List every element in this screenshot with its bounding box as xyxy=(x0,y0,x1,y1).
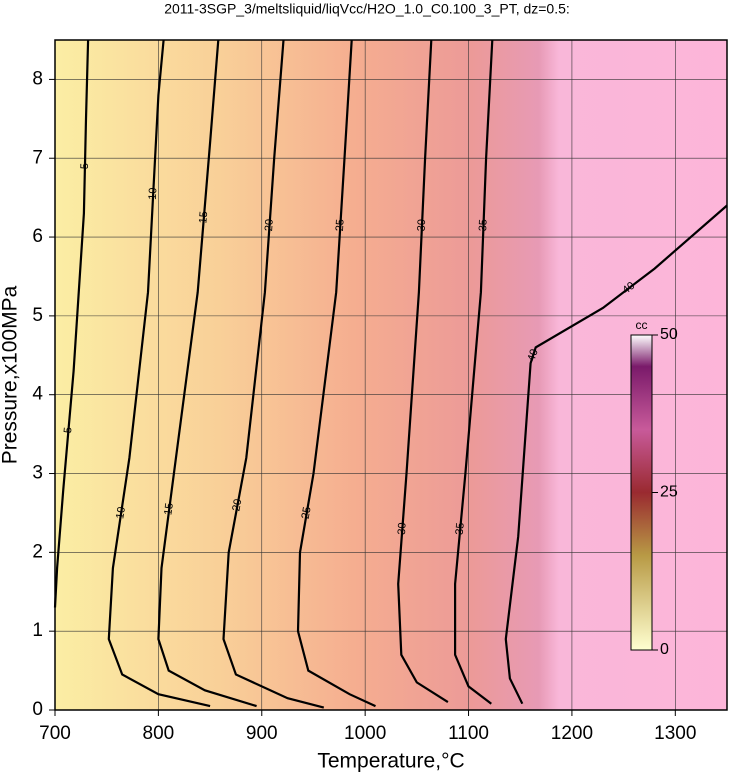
y-tick-label: 8 xyxy=(32,68,43,89)
x-tick-label: 1300 xyxy=(654,723,696,744)
y-tick-label: 1 xyxy=(32,620,43,641)
plot-frame xyxy=(54,39,728,711)
contour-line xyxy=(53,39,90,608)
contour-label-group: 25 xyxy=(334,219,347,232)
contour-line xyxy=(454,39,494,705)
colorbar-label: cc xyxy=(636,318,648,332)
contour-line xyxy=(157,39,257,708)
contour-label-group: 35 xyxy=(454,522,467,535)
x-tick-label: 700 xyxy=(39,723,71,744)
contour-label: 40 xyxy=(525,348,540,363)
contour-label-group: 5 xyxy=(62,427,74,434)
x-tick-label: 1200 xyxy=(551,723,593,744)
chart-title: 2011-3SGP_3/meltsliquid/liqVcc/H2O_1.0_C… xyxy=(164,1,570,17)
contour-label: 10 xyxy=(114,506,128,520)
contour-label-group: 30 xyxy=(416,219,429,232)
contour-label-group: 20 xyxy=(230,498,244,512)
x-tick-label: 900 xyxy=(246,723,278,744)
contour-label: 15 xyxy=(162,502,175,516)
contour-label-group: 10 xyxy=(147,187,160,200)
contour-label-group: 15 xyxy=(197,211,210,224)
contour-label: 20 xyxy=(263,219,276,232)
contour-label: 5 xyxy=(62,427,74,434)
contour-label: 40 xyxy=(620,280,637,297)
x-tick-label: 800 xyxy=(143,723,175,744)
contour-label: 35 xyxy=(477,219,489,232)
contour-line xyxy=(397,39,449,704)
contour-label-group: 40 xyxy=(525,348,540,363)
contour-line xyxy=(504,204,728,705)
plot-background xyxy=(55,40,727,710)
contour-label-group: 25 xyxy=(300,506,314,520)
y-tick-label: 7 xyxy=(32,147,43,168)
contour-label: 25 xyxy=(334,219,347,232)
contour-line xyxy=(296,39,376,708)
contour-label-group: 20 xyxy=(263,219,276,232)
contour-label: 30 xyxy=(396,522,409,535)
colorbar-tick-label: 25 xyxy=(660,484,678,501)
contour-label-group: 5 xyxy=(79,163,91,169)
colorbar-tick-label: 0 xyxy=(660,641,669,658)
y-axis-label: Pressure,x100MPa xyxy=(0,285,22,464)
contour-label: 35 xyxy=(454,522,467,535)
x-tick-label: 1000 xyxy=(344,723,386,744)
contour-line xyxy=(222,39,325,709)
y-tick-label: 5 xyxy=(32,305,43,326)
x-tick-label: 1100 xyxy=(448,723,489,744)
contour-label-group: 30 xyxy=(396,522,409,535)
contour-line xyxy=(107,39,211,708)
contour-label-group: 40 xyxy=(620,280,637,297)
y-tick-label: 6 xyxy=(32,226,43,247)
contour-label-group: 35 xyxy=(477,219,489,232)
contour-label: 20 xyxy=(230,498,244,512)
contour-label: 10 xyxy=(147,187,160,200)
contour-label: 5 xyxy=(79,163,91,169)
contour-label: 30 xyxy=(416,219,429,232)
colorbar-tick-label: 50 xyxy=(660,326,678,343)
y-tick-label: 3 xyxy=(32,463,43,484)
y-tick-label: 4 xyxy=(32,384,43,405)
colorbar xyxy=(630,334,653,651)
contour-label: 25 xyxy=(300,506,314,520)
contour-label-group: 15 xyxy=(162,502,175,516)
y-tick-label: 0 xyxy=(32,699,43,720)
y-tick-label: 2 xyxy=(32,541,43,562)
contour-label-group: 10 xyxy=(114,506,128,520)
x-axis-label: Temperature,°C xyxy=(317,750,464,773)
contour-label: 15 xyxy=(197,211,210,224)
